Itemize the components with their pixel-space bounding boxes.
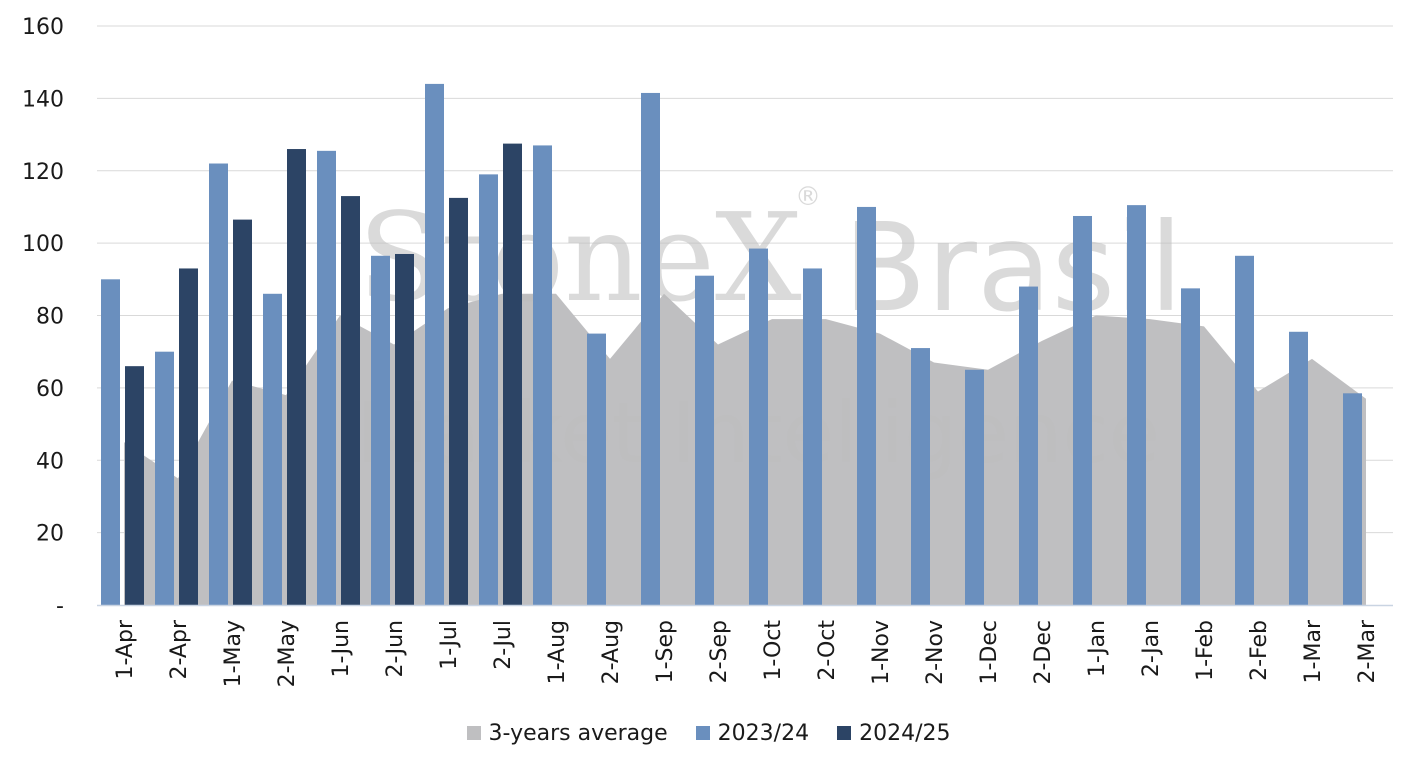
bar-2023-24 xyxy=(911,348,930,605)
x-tick-label: 1-Sep xyxy=(653,620,678,683)
bar-2023-24 xyxy=(425,83,444,605)
legend-item: 2024/25 xyxy=(837,721,950,746)
x-tick-label: 1-Apr xyxy=(113,619,138,679)
y-tick-label: 100 xyxy=(22,232,64,257)
bar-2023-24 xyxy=(695,275,714,605)
x-tick-label: 2-Oct xyxy=(815,620,840,681)
y-tick-label: 40 xyxy=(36,449,64,474)
legend-swatch xyxy=(837,726,852,740)
y-tick-label: 60 xyxy=(36,377,64,402)
bar-2024-25 xyxy=(395,253,414,605)
x-tick-label: 2-Mar xyxy=(1355,619,1380,683)
y-tick-label: 160 xyxy=(22,15,64,40)
bar-2023-24 xyxy=(587,333,606,605)
y-tick-label: 80 xyxy=(36,305,64,330)
legend: 3-years average 2023/24 2024/25 xyxy=(0,716,1417,750)
bar-2023-24 xyxy=(1181,288,1200,605)
x-tick-label: 1-Feb xyxy=(1193,620,1218,681)
x-tick-label: 1-Jan xyxy=(1085,620,1110,677)
bar-2024-25 xyxy=(287,149,306,605)
bar-2024-25 xyxy=(341,196,360,606)
bar-2023-24 xyxy=(209,163,228,605)
x-tick-label: 2-Jun xyxy=(383,620,408,678)
bar-2023-24 xyxy=(479,174,498,605)
legend-item: 3-years average xyxy=(466,720,668,746)
x-tick-label: 2-Sep xyxy=(707,620,732,683)
bar-2023-24 xyxy=(1073,215,1092,605)
x-tick-label: 2-Feb xyxy=(1247,620,1272,681)
x-tick-label: 2-May xyxy=(275,620,300,687)
bar-2023-24 xyxy=(803,268,822,605)
bar-2023-24 xyxy=(101,279,120,605)
bar-2024-25 xyxy=(179,268,198,605)
x-tick-label: 2-Nov xyxy=(923,620,948,685)
bar-2023-24 xyxy=(317,150,336,606)
x-tick-label: 2-Jan xyxy=(1139,620,1164,677)
bar-2023-24 xyxy=(749,248,768,605)
x-tick-label: 1-May xyxy=(221,620,246,687)
y-tick-label: 20 xyxy=(36,522,64,547)
x-tick-label: 2-Jul xyxy=(491,620,516,670)
bar-2024-25 xyxy=(233,219,252,605)
bar-2023-24 xyxy=(155,351,174,605)
x-tick-label: 1-Jun xyxy=(329,620,354,678)
bar-2023-24 xyxy=(1127,205,1146,606)
watermark-registered: ® xyxy=(795,182,821,212)
bar-2024-25 xyxy=(125,366,144,605)
legend-label: 3-years average xyxy=(488,720,668,746)
x-tick-label: 1-Jul xyxy=(437,620,462,670)
y-tick-label: 140 xyxy=(22,87,64,112)
y-tick-label: 120 xyxy=(22,160,64,185)
x-tick-label: 2-Dec xyxy=(1031,620,1056,685)
chart: StoneX ® Brasil Market Intelligence -204… xyxy=(22,15,1393,687)
legend-label: 2024/25 xyxy=(859,720,951,746)
legend-item: 2023/24 xyxy=(695,720,810,746)
watermark-country: Brasil xyxy=(843,197,1183,339)
x-axis-ticks: 1-Apr 2-Apr 1-May 2-May 1-Jun 2-Jun 1-Jul 2-Jul… xyxy=(113,619,1380,687)
x-tick-label: 1-Aug xyxy=(545,620,570,684)
y-axis-ticks: - 20 40 60 80 100 120 140 160 xyxy=(22,15,64,619)
bar-2023-24 xyxy=(1235,255,1254,605)
legend-swatch xyxy=(695,726,710,740)
legend-label: 2023/24 xyxy=(717,720,810,746)
x-tick-label: 1-Dec xyxy=(977,620,1002,685)
bar-2023-24 xyxy=(1019,286,1038,605)
bar-2023-24 xyxy=(263,293,282,605)
bar-2023-24 xyxy=(857,206,876,605)
x-tick-label: 2-Apr xyxy=(167,619,192,679)
bar-2023-24 xyxy=(1289,331,1308,605)
legend-swatch xyxy=(466,726,481,740)
bar-2023-24 xyxy=(641,92,660,605)
bar-2023-24 xyxy=(371,255,390,605)
bars xyxy=(101,83,1362,606)
x-tick-label: 2-Aug xyxy=(599,620,624,684)
x-tick-label: 1-Oct xyxy=(761,620,786,681)
bar-2023-24 xyxy=(965,369,984,605)
bar-2024-25 xyxy=(503,143,522,605)
bar-2023-24 xyxy=(1343,393,1362,605)
bar-2023-24 xyxy=(533,145,552,605)
x-tick-label: 1-Nov xyxy=(869,620,894,685)
bar-2024-25 xyxy=(449,197,468,605)
y-tick-label: - xyxy=(56,594,64,619)
watermark-brand: StoneX xyxy=(358,187,802,329)
x-tick-label: 1-Mar xyxy=(1301,619,1326,683)
